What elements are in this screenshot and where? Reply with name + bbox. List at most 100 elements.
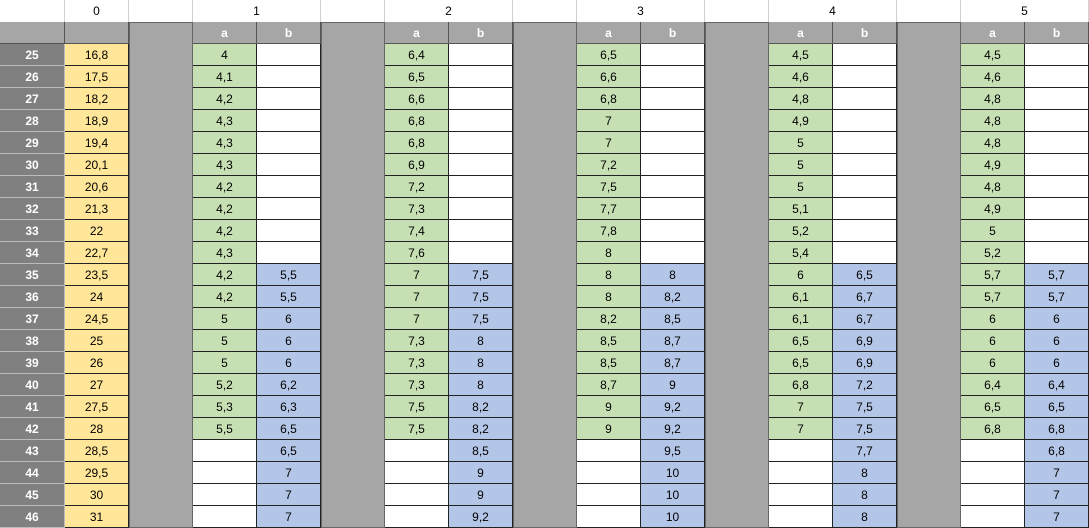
empty-cell xyxy=(257,44,321,66)
cell: 5,7 xyxy=(961,264,1025,286)
cell: 20,1 xyxy=(65,154,129,176)
cell: 5,3 xyxy=(193,396,257,418)
empty-cell xyxy=(449,220,513,242)
cell: 4,2 xyxy=(193,176,257,198)
empty-cell xyxy=(385,440,449,462)
cell: 7,5 xyxy=(449,264,513,286)
empty-cell xyxy=(257,66,321,88)
empty-cell xyxy=(1025,66,1089,88)
cell: 9 xyxy=(577,396,641,418)
cell: 29,5 xyxy=(65,462,129,484)
cell: 5,7 xyxy=(1025,264,1089,286)
empty-cell xyxy=(1025,220,1089,242)
cell: 27,5 xyxy=(65,396,129,418)
cell: 7,7 xyxy=(577,198,641,220)
cell: 5,5 xyxy=(193,418,257,440)
cell: 7,3 xyxy=(385,374,449,396)
subheader xyxy=(65,22,129,44)
empty-cell xyxy=(257,88,321,110)
cell: 5 xyxy=(193,308,257,330)
cell: 6 xyxy=(961,308,1025,330)
row-header: 31 xyxy=(0,176,65,198)
cell: 4,8 xyxy=(961,132,1025,154)
cell: 4,8 xyxy=(961,88,1025,110)
cell: 31 xyxy=(65,506,129,528)
cell: 4,3 xyxy=(193,154,257,176)
empty-cell xyxy=(833,242,897,264)
cell: 6,5 xyxy=(1025,396,1089,418)
empty-cell xyxy=(449,176,513,198)
cell: 9,2 xyxy=(449,506,513,528)
cell: 7 xyxy=(769,396,833,418)
cell: 18,9 xyxy=(65,110,129,132)
row-header: 32 xyxy=(0,198,65,220)
empty-cell xyxy=(449,66,513,88)
row-header: 29 xyxy=(0,132,65,154)
row-header: 43 xyxy=(0,440,65,462)
cell: 4,3 xyxy=(193,242,257,264)
cell: 8 xyxy=(449,330,513,352)
cell: 6,8 xyxy=(385,110,449,132)
cell: 6 xyxy=(1025,330,1089,352)
cell: 22,7 xyxy=(65,242,129,264)
cell: 6,7 xyxy=(833,286,897,308)
cell: 5 xyxy=(769,154,833,176)
subheader: a xyxy=(961,22,1025,44)
cell: 7,3 xyxy=(385,352,449,374)
empty-cell xyxy=(193,506,257,528)
empty-cell xyxy=(385,484,449,506)
cell: 9 xyxy=(449,462,513,484)
empty-cell xyxy=(641,154,705,176)
cell: 5,2 xyxy=(193,374,257,396)
cell: 6,8 xyxy=(385,132,449,154)
cell: 4,9 xyxy=(769,110,833,132)
separator-column xyxy=(321,22,385,528)
empty-cell xyxy=(449,110,513,132)
empty-cell xyxy=(193,440,257,462)
cell: 19,4 xyxy=(65,132,129,154)
cell: 22 xyxy=(65,220,129,242)
cell: 6,9 xyxy=(833,330,897,352)
column-header: 4 xyxy=(769,0,897,22)
cell: 7 xyxy=(385,264,449,286)
cell: 6,8 xyxy=(961,418,1025,440)
cell: 7,5 xyxy=(385,396,449,418)
empty-cell xyxy=(961,484,1025,506)
cell: 8,5 xyxy=(577,330,641,352)
empty-cell xyxy=(385,506,449,528)
cell: 6,1 xyxy=(769,286,833,308)
cell: 5 xyxy=(961,220,1025,242)
cell: 6,6 xyxy=(577,66,641,88)
cell: 7 xyxy=(257,484,321,506)
cell: 8 xyxy=(833,506,897,528)
cell: 7,7 xyxy=(833,440,897,462)
cell: 7 xyxy=(385,286,449,308)
cell: 23,5 xyxy=(65,264,129,286)
subheader: b xyxy=(641,22,705,44)
empty-cell xyxy=(769,462,833,484)
cell: 6 xyxy=(257,330,321,352)
empty-cell xyxy=(1025,132,1089,154)
cell: 4,8 xyxy=(961,176,1025,198)
cell: 10 xyxy=(641,462,705,484)
empty-cell xyxy=(641,110,705,132)
subheader: b xyxy=(1025,22,1089,44)
row-header: 39 xyxy=(0,352,65,374)
cell: 4,2 xyxy=(193,286,257,308)
cell: 8,5 xyxy=(449,440,513,462)
row-header: 35 xyxy=(0,264,65,286)
cell: 30 xyxy=(65,484,129,506)
cell: 6 xyxy=(257,308,321,330)
cell: 8 xyxy=(833,484,897,506)
cell: 6,5 xyxy=(257,440,321,462)
cell: 6 xyxy=(961,352,1025,374)
cell: 6,2 xyxy=(257,374,321,396)
cell: 4,5 xyxy=(769,44,833,66)
cell: 7 xyxy=(257,462,321,484)
cell: 6,5 xyxy=(257,418,321,440)
cell: 7 xyxy=(769,418,833,440)
row-header: 27 xyxy=(0,88,65,110)
empty-cell xyxy=(641,132,705,154)
cell: 18,2 xyxy=(65,88,129,110)
